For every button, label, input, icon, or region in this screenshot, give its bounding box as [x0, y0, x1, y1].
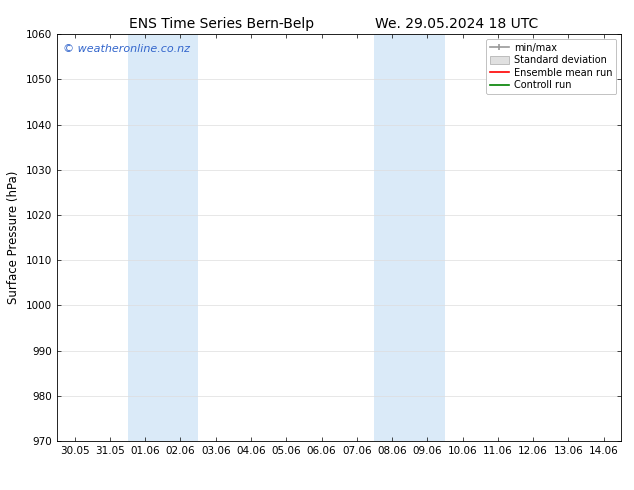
Y-axis label: Surface Pressure (hPa): Surface Pressure (hPa) [8, 171, 20, 304]
Text: © weatheronline.co.nz: © weatheronline.co.nz [63, 45, 190, 54]
Bar [375, 34, 445, 441]
Bar [127, 34, 198, 441]
Legend: min/max, Standard deviation, Ensemble mean run, Controll run: min/max, Standard deviation, Ensemble me… [486, 39, 616, 94]
Text: We. 29.05.2024 18 UTC: We. 29.05.2024 18 UTC [375, 17, 538, 31]
Text: ENS Time Series Bern-Belp: ENS Time Series Bern-Belp [129, 17, 314, 31]
